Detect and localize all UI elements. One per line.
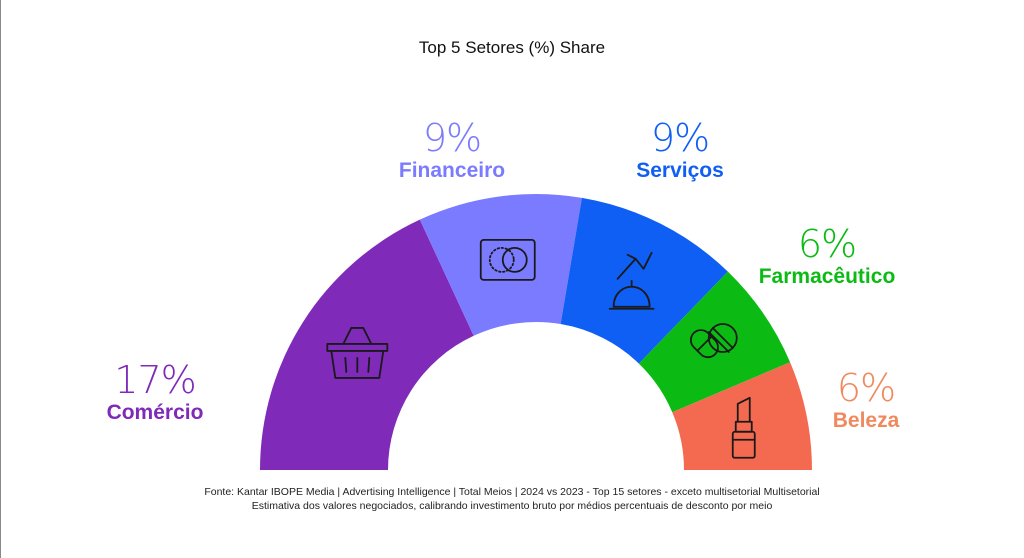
category-label-beleza: Beleza xyxy=(832,409,900,432)
category-label-servicos: Serviços xyxy=(636,159,724,182)
slice-financeiro xyxy=(419,193,582,336)
pills-icon xyxy=(689,323,738,359)
source-line-2: Estimativa dos valores negociados, calib… xyxy=(251,500,773,512)
label-servicos: 9% Serviços xyxy=(610,118,750,184)
category-label-financeiro: Financeiro xyxy=(398,159,506,182)
chart-title: Top 5 Setores (%) Share xyxy=(418,38,606,57)
slice-servicos xyxy=(560,197,728,364)
source-line-1: Fonte: Kantar IBOPE Media | Advertising … xyxy=(204,486,820,498)
label-comercio: 17% Comércio xyxy=(90,360,220,426)
label-beleza: 6% Beleza xyxy=(806,368,926,434)
value-label-farmaceutico: 6% xyxy=(797,222,857,266)
slice-beleza xyxy=(672,362,812,470)
category-label-comercio: Comércio xyxy=(106,401,204,424)
value-label-beleza: 6% xyxy=(836,366,896,410)
left-border xyxy=(0,0,1,558)
label-financeiro: 9% Financeiro xyxy=(382,118,522,184)
source-note: Fonte: Kantar IBOPE Media | Advertising … xyxy=(0,485,1024,513)
value-label-financeiro: 9% xyxy=(422,116,482,160)
basket-icon xyxy=(326,327,389,379)
value-label-servicos: 9% xyxy=(650,116,710,160)
credit-card-icon xyxy=(479,238,536,281)
service-bell-icon xyxy=(608,251,655,310)
lipstick-icon xyxy=(731,396,756,459)
label-farmaceutico: 6% Farmacêutico xyxy=(742,224,912,290)
value-label-comercio: 17% xyxy=(114,358,196,402)
category-label-farmaceutico: Farmacêutico xyxy=(758,265,896,288)
slice-farmaceutico xyxy=(638,271,791,413)
